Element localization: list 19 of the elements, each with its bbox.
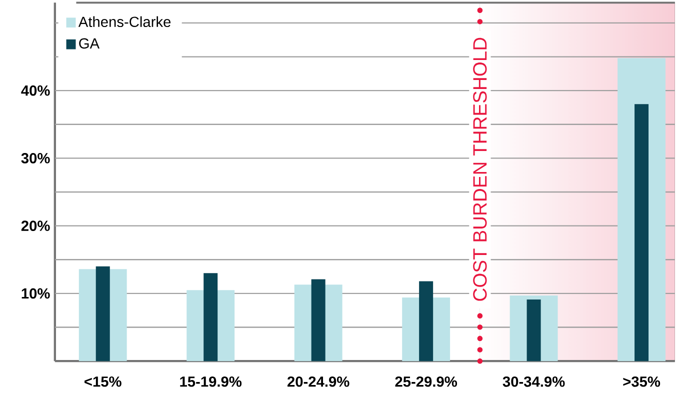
y-tick-label: 10% [22,288,50,299]
bar [419,281,434,362]
legend-label: Athens-Clarke [78,16,171,28]
bar [634,104,649,362]
y-tick-label: 30% [21,153,50,164]
x-tick-label: >35% [623,376,660,387]
bar [96,266,110,362]
y-tick-label: 20% [21,220,50,231]
y-tick-label: 40% [21,85,50,96]
x-tick-label: 20-24.9% [287,376,350,387]
bar [526,300,541,362]
bar [311,279,326,362]
x-tick-label: <15% [84,376,122,387]
legend-label: GA [79,38,100,49]
x-tick-label: 25-29.9% [395,376,458,387]
ref-line-label: COST BURDEN THRESHOLD [473,38,487,301]
x-tick-label: 15-19.9% [180,376,242,387]
bar [204,273,218,362]
x-tick-label: 30-34.9% [502,376,565,387]
